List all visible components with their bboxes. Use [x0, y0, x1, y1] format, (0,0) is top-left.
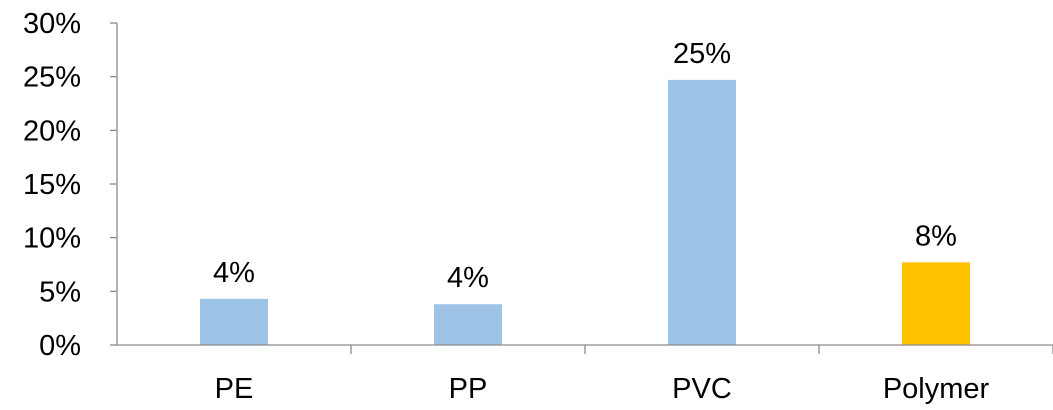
- y-tick-label: 15%: [23, 169, 81, 201]
- x-category-label: Polymer: [883, 373, 990, 405]
- data-label: 4%: [213, 257, 255, 289]
- y-tick-label: 10%: [23, 223, 81, 255]
- y-tick-label: 20%: [23, 115, 81, 147]
- data-labels-layer: 4% 4% 25% 8%: [213, 38, 957, 294]
- y-tick-label: 0%: [39, 330, 81, 362]
- y-tick-label: 5%: [39, 276, 81, 308]
- bar-polymer: [902, 262, 970, 345]
- bar-pp: [434, 304, 502, 345]
- x-category-label: PVC: [672, 373, 732, 405]
- y-tick-label: 25%: [23, 62, 81, 94]
- y-axis-ticks: 0% 5% 10% 15% 20% 25% 30%: [23, 8, 117, 362]
- x-category-label: PP: [449, 373, 488, 405]
- x-axis-ticks: PE PP PVC Polymer: [215, 345, 1053, 405]
- bar-pvc: [668, 79, 736, 346]
- x-category-label: PE: [215, 373, 254, 405]
- bars-layer: [200, 79, 970, 346]
- y-tick-label: 30%: [23, 8, 81, 40]
- data-label: 8%: [915, 220, 957, 252]
- data-label: 4%: [447, 262, 489, 294]
- data-label: 25%: [673, 38, 731, 70]
- bar-pe: [200, 298, 268, 345]
